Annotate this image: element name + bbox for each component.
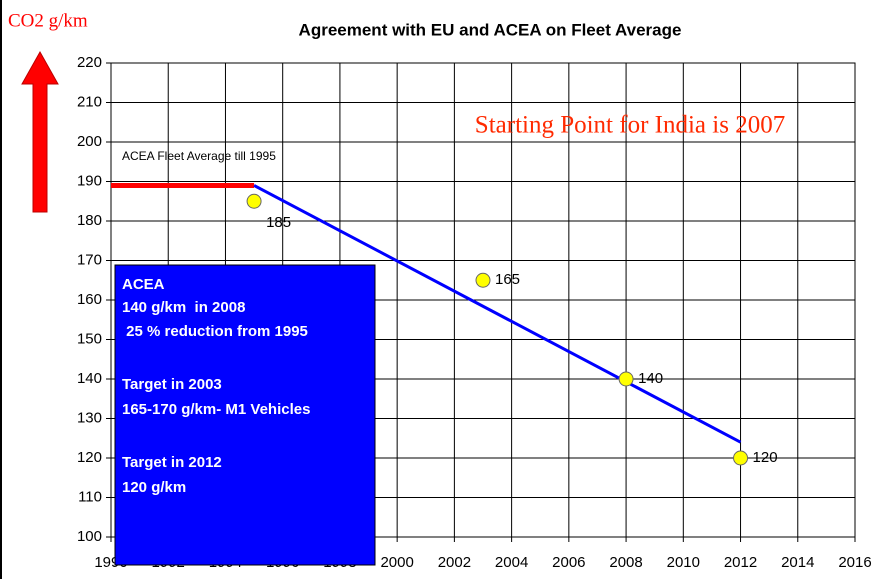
point-label: 140 [638, 370, 663, 387]
info-box-line: Target in 2012 [122, 454, 222, 471]
point-label: 185 [266, 214, 291, 231]
y-tick-label: 150 [77, 330, 102, 347]
y-tick-label: 180 [77, 212, 102, 229]
x-tick-label: 2008 [609, 554, 642, 571]
info-box-line: Target in 2003 [122, 376, 222, 393]
x-tick-label: 2006 [552, 554, 585, 571]
x-tick-label: 2002 [438, 554, 471, 571]
y-tick-label: 130 [77, 409, 102, 426]
y-tick-label: 200 [77, 133, 102, 150]
y-tick-label: 140 [77, 370, 102, 387]
chart-title: Agreement with EU and ACEA on Fleet Aver… [299, 20, 682, 39]
point-label: 165 [495, 271, 520, 288]
y-tick-label: 190 [77, 172, 102, 189]
point [246, 193, 262, 209]
x-tick-label: 2014 [781, 554, 814, 571]
x-tick-label: 2004 [495, 554, 528, 571]
x-tick-label: 2010 [667, 554, 700, 571]
y-tick-label: 170 [77, 251, 102, 268]
y-tick-label: 100 [77, 528, 102, 545]
y-tick-label: 120 [77, 449, 102, 466]
y-tick-label: 160 [77, 291, 102, 308]
point-label: 120 [753, 449, 778, 466]
point [475, 272, 491, 288]
y-tick-label: 110 [78, 488, 102, 505]
x-tick-label: 2000 [380, 554, 413, 571]
info-box-line: 140 g/km in 2008 [122, 299, 245, 316]
y-axis-label: CO2 g/km [8, 10, 88, 31]
info-box-line: 25 % reduction from 1995 [122, 323, 308, 340]
y-tick-label: 220 [77, 54, 102, 71]
y-tick-label: 210 [77, 93, 102, 110]
info-box-line: 165-170 g/km- M1 Vehicles [122, 401, 310, 418]
up-arrow [21, 50, 59, 213]
info-box-line: 120 g/km [122, 479, 186, 496]
point [618, 371, 634, 387]
annotation: ACEA Fleet Average till 1995 [122, 149, 276, 163]
info-box [114, 264, 376, 566]
annotation: Starting Point for India is 2007 [475, 112, 785, 139]
point [733, 450, 749, 466]
x-tick-label: 2012 [724, 554, 757, 571]
info-box-line: ACEA [122, 276, 165, 293]
x-tick-label: 2016 [838, 554, 871, 571]
line [253, 184, 742, 444]
